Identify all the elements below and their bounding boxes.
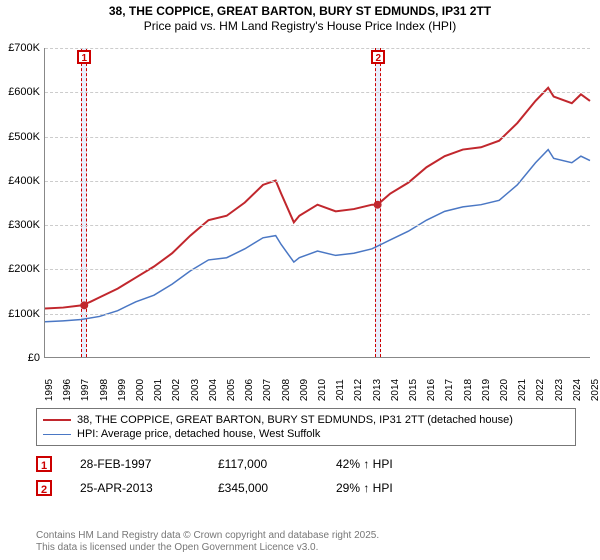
- sales-list: 1 28-FEB-1997 £117,000 42% ↑ HPI 2 25-APR-201…: [36, 456, 393, 504]
- gridline: [45, 181, 590, 182]
- sale-number-box: 2: [36, 480, 52, 496]
- sale-row: 1 28-FEB-1997 £117,000 42% ↑ HPI: [36, 456, 393, 472]
- x-tick-label: 1995: [44, 379, 55, 401]
- sale-marker-number: 2: [371, 50, 385, 64]
- y-tick-label: £700K: [8, 42, 40, 54]
- x-tick-label: 2014: [390, 379, 401, 401]
- gridline: [45, 137, 590, 138]
- y-tick-label: £0: [28, 352, 40, 364]
- chart-titles: 38, THE COPPICE, GREAT BARTON, BURY ST E…: [0, 0, 600, 33]
- plot-area: 12: [44, 48, 590, 358]
- y-tick-label: £600K: [8, 86, 40, 98]
- y-tick-label: £100K: [8, 308, 40, 320]
- x-tick-label: 2000: [135, 379, 146, 401]
- legend-swatch: [43, 419, 71, 421]
- sale-dot: [80, 301, 88, 309]
- series-price_paid: [45, 88, 590, 309]
- x-tick-label: 2003: [190, 379, 201, 401]
- x-tick-label: 2025: [590, 379, 600, 401]
- x-tick-label: 2021: [517, 379, 528, 401]
- x-tick-label: 2023: [554, 379, 565, 401]
- x-tick-label: 2016: [426, 379, 437, 401]
- sale-date: 28-FEB-1997: [80, 457, 190, 471]
- x-tick-label: 2001: [153, 379, 164, 401]
- x-tick-label: 1997: [80, 379, 91, 401]
- x-tick-label: 1999: [117, 379, 128, 401]
- sale-marker-number: 1: [77, 50, 91, 64]
- y-tick-label: £300K: [8, 219, 40, 231]
- legend-row: HPI: Average price, detached house, West…: [43, 427, 569, 441]
- x-tick-label: 2017: [444, 379, 455, 401]
- x-tick-label: 2004: [208, 379, 219, 401]
- x-tick-label: 2020: [499, 379, 510, 401]
- x-axis-labels: 1995 1996 1997 1998 1999 2000 2001 2002 2003 2004…: [44, 362, 590, 402]
- title-line-2: Price paid vs. HM Land Registry's House …: [0, 19, 600, 33]
- x-tick-label: 2012: [353, 379, 364, 401]
- y-tick-label: £200K: [8, 263, 40, 275]
- x-tick-label: 2018: [463, 379, 474, 401]
- sale-delta: 42% ↑ HPI: [336, 457, 393, 471]
- legend-label: 38, THE COPPICE, GREAT BARTON, BURY ST E…: [77, 414, 513, 426]
- x-tick-label: 2024: [572, 379, 583, 401]
- x-tick-label: 2009: [299, 379, 310, 401]
- chart-svg: [45, 48, 590, 357]
- legend-label: HPI: Average price, detached house, West…: [77, 428, 320, 440]
- x-tick-label: 2007: [262, 379, 273, 401]
- x-tick-label: 1998: [99, 379, 110, 401]
- gridline: [45, 225, 590, 226]
- footer-line-2: This data is licensed under the Open Gov…: [36, 542, 379, 554]
- y-tick-label: £500K: [8, 131, 40, 143]
- sale-number-box: 1: [36, 456, 52, 472]
- sale-price: £117,000: [218, 457, 308, 471]
- gridline: [45, 314, 590, 315]
- legend-box: 38, THE COPPICE, GREAT BARTON, BURY ST E…: [36, 408, 576, 446]
- gridline: [45, 48, 590, 49]
- sale-dot: [374, 201, 382, 209]
- legend-swatch: [43, 434, 71, 435]
- footer-attribution: Contains HM Land Registry data © Crown c…: [36, 530, 379, 554]
- x-tick-label: 2022: [535, 379, 546, 401]
- x-tick-label: 2015: [408, 379, 419, 401]
- sale-row: 2 25-APR-2013 £345,000 29% ↑ HPI: [36, 480, 393, 496]
- x-tick-label: 2002: [171, 379, 182, 401]
- y-axis-labels: £0 £100K £200K £300K £400K £500K £600K £700K: [0, 40, 44, 400]
- gridline: [45, 269, 590, 270]
- x-tick-label: 2006: [244, 379, 255, 401]
- x-tick-label: 1996: [62, 379, 73, 401]
- gridline: [45, 92, 590, 93]
- y-tick-label: £400K: [8, 175, 40, 187]
- x-tick-label: 2010: [317, 379, 328, 401]
- x-tick-label: 2019: [481, 379, 492, 401]
- x-tick-label: 2005: [226, 379, 237, 401]
- chart-area: £0£100K£200K£300K£400K£500K£600K£700K 12…: [0, 40, 600, 400]
- sale-date: 25-APR-2013: [80, 481, 190, 495]
- title-line-1: 38, THE COPPICE, GREAT BARTON, BURY ST E…: [0, 4, 600, 18]
- x-tick-label: 2008: [281, 379, 292, 401]
- legend-row: 38, THE COPPICE, GREAT BARTON, BURY ST E…: [43, 413, 569, 427]
- sale-price: £345,000: [218, 481, 308, 495]
- x-tick-label: 2013: [372, 379, 383, 401]
- sale-delta: 29% ↑ HPI: [336, 481, 393, 495]
- series-hpi: [45, 150, 590, 322]
- x-tick-label: 2011: [335, 379, 346, 401]
- footer-line-1: Contains HM Land Registry data © Crown c…: [36, 530, 379, 542]
